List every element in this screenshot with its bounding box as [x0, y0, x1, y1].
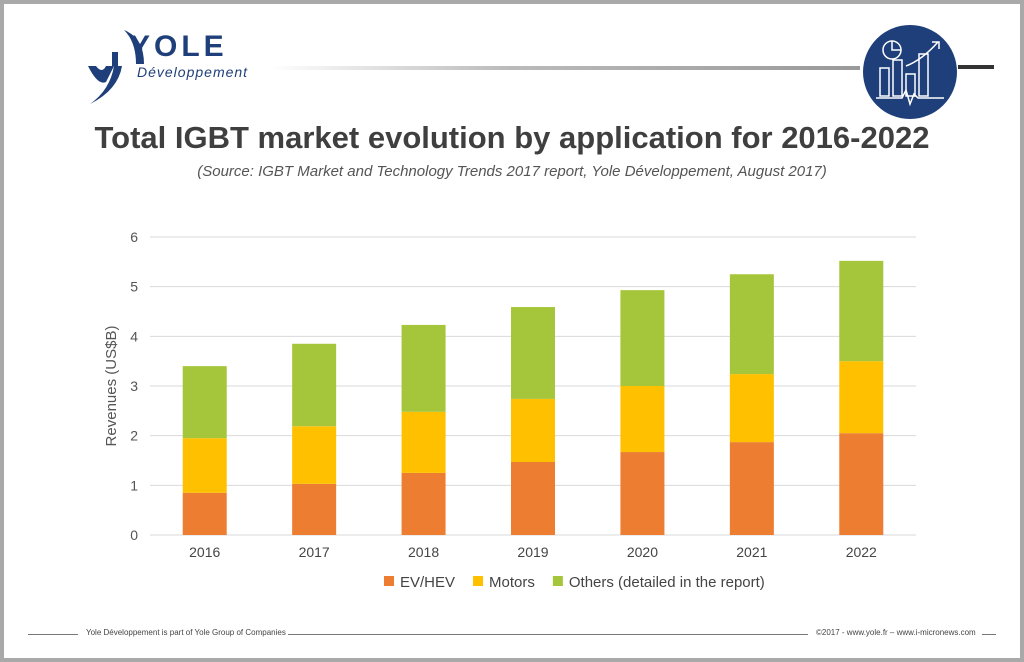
- bar-others: [620, 290, 665, 386]
- x-tick-label: 2019: [517, 544, 548, 560]
- footer-left: Yole Développement is part of Yole Group…: [86, 628, 286, 637]
- x-tick-label: 2022: [846, 544, 877, 560]
- y-tick-label: 4: [130, 328, 138, 344]
- bar-ev-hev: [620, 452, 665, 535]
- legend-swatch: [384, 576, 394, 586]
- logo-word: YOLE: [130, 30, 228, 63]
- header-rule-end: [958, 65, 994, 69]
- y-tick-label: 5: [130, 279, 138, 295]
- y-tick-label: 0: [130, 527, 138, 543]
- x-tick-label: 2016: [189, 544, 220, 560]
- y-tick-label: 1: [130, 477, 138, 493]
- market-chart-badge-icon: [863, 25, 957, 119]
- y-tick-label: 3: [130, 378, 138, 394]
- header-rule: [270, 66, 860, 70]
- chart-title: Total IGBT market evolution by applicati…: [94, 120, 930, 155]
- bar-motors: [401, 411, 446, 473]
- legend-label: EV/HEV: [400, 574, 455, 591]
- x-tick-label: 2017: [299, 544, 330, 560]
- bar-motors: [511, 398, 555, 462]
- bar-others: [729, 274, 774, 375]
- bar-motors: [182, 438, 227, 493]
- legend-swatch: [473, 576, 484, 586]
- bar-others: [401, 324, 446, 412]
- logo-mark-icon: [88, 30, 144, 104]
- bar-others: [511, 307, 555, 399]
- chart-subtitle: (Source: IGBT Market and Technology Tren…: [197, 163, 827, 180]
- legend-label: Others (detailed in the report): [569, 574, 765, 591]
- bar-ev-hev: [511, 461, 555, 535]
- legend-swatch: [552, 576, 563, 586]
- bar-ev-hev: [839, 433, 884, 535]
- x-tick-label: 2021: [736, 544, 767, 560]
- bar-motors: [729, 374, 774, 443]
- bar-others: [839, 260, 884, 362]
- logo-subtitle: Développement: [137, 64, 249, 80]
- y-tick-label: 6: [130, 229, 138, 245]
- bar-others: [182, 366, 227, 439]
- legend-label: Motors: [489, 574, 535, 591]
- footer-right: ©2017 - www.yole.fr – www.i-micronews.co…: [816, 628, 976, 637]
- bar-ev-hev: [182, 492, 227, 535]
- footer-rule: [28, 634, 78, 635]
- x-tick-label: 2020: [627, 544, 658, 560]
- x-tick-label: 2018: [408, 544, 439, 560]
- bar-motors: [292, 426, 337, 484]
- bar-ev-hev: [292, 483, 337, 535]
- y-tick-label: 2: [130, 428, 138, 444]
- footer-rule: [982, 634, 996, 635]
- footer-rule: [288, 634, 808, 635]
- bar-others: [292, 343, 337, 427]
- bar-ev-hev: [729, 442, 774, 535]
- bar-motors: [620, 386, 665, 453]
- bar-ev-hev: [401, 472, 446, 535]
- bar-motors: [839, 361, 884, 434]
- y-axis-label: Revenues (US$B): [103, 326, 120, 447]
